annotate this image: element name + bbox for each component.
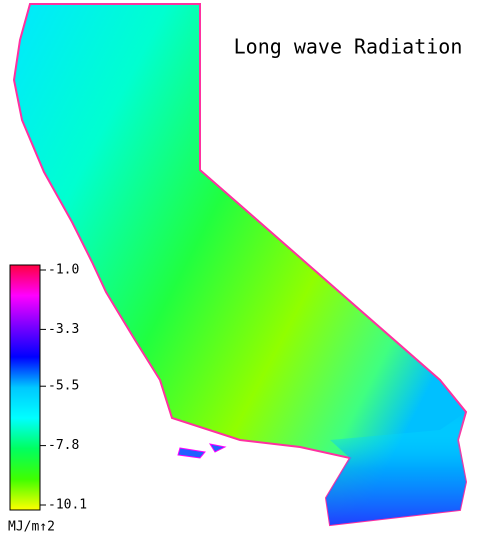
tick-label: -7.8 <box>48 438 79 453</box>
southern-region <box>326 412 466 525</box>
islands <box>177 443 227 459</box>
california <box>12 3 468 527</box>
title: Long wave Radiation <box>234 35 463 59</box>
tick-label: -3.3 <box>48 322 79 337</box>
tick-label: -10.1 <box>48 498 87 513</box>
colorbar: -1.0 -3.3 -5.5 -7.8 -10.1 MJ/m↑2 <box>8 263 87 535</box>
tick-label: -5.5 <box>48 379 79 394</box>
tick-label: -1.0 <box>48 263 79 278</box>
unit-label: MJ/m↑2 <box>8 520 55 535</box>
colorbar-fill <box>9 264 41 511</box>
